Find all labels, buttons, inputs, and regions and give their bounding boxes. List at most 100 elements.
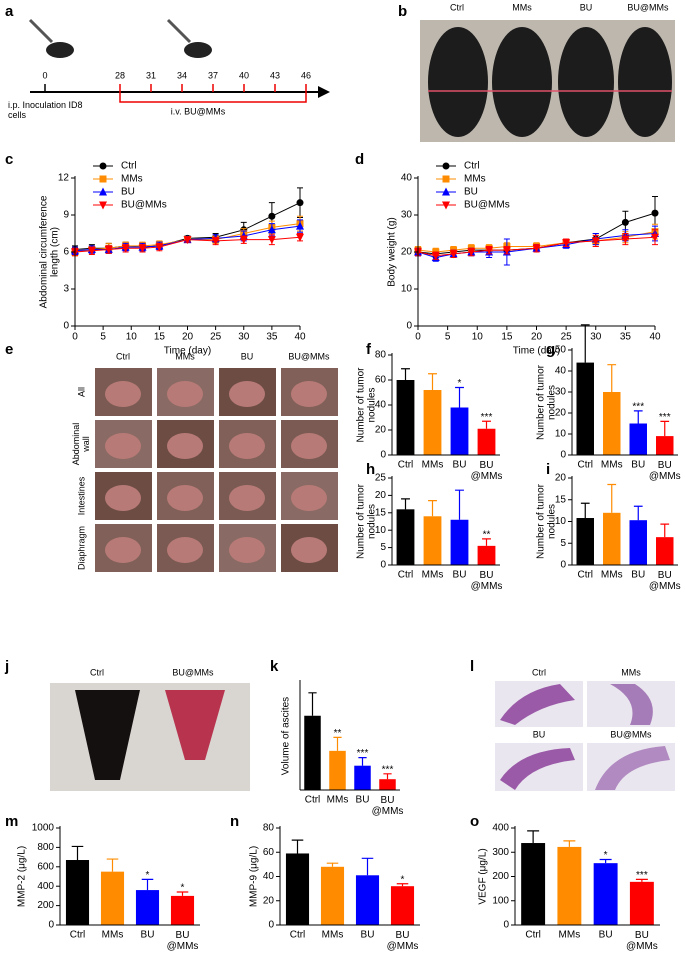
significance-label: ** (334, 728, 342, 739)
significance-label: ** (483, 530, 491, 541)
photo-grid: Ctrl MMs BU BU@MMs All Abdominalwall Intestine… (71, 351, 338, 572)
bar (521, 843, 546, 925)
x-tick-label: BU (141, 930, 155, 941)
y-tick-label: 15 (375, 507, 387, 518)
significance-label: *** (481, 412, 493, 423)
x-tick-label: BU (631, 460, 645, 471)
panel-letter: e (5, 341, 13, 358)
y-tick-label: 20 (263, 895, 275, 906)
x-tick-label: Ctrl (70, 930, 86, 941)
panel-letters: a b c d e f g h i j k l m n o (4, 3, 555, 830)
tissue (105, 381, 141, 407)
x-tick-label: Ctrl (398, 570, 414, 581)
panel-letter: i (546, 461, 550, 478)
y-tick-label: 80 (263, 823, 275, 834)
x-tick-label: MMs (422, 460, 444, 471)
bar (396, 509, 415, 565)
error-bar (428, 500, 437, 517)
data-point (562, 239, 571, 248)
data-point (87, 247, 96, 256)
error-bar (308, 692, 317, 716)
x-tick-label: MMs (601, 460, 623, 471)
photo-label: Ctrl (532, 667, 546, 677)
bar (355, 875, 380, 925)
panel-letter: h (366, 461, 375, 478)
x-tick-label: BU @MMs (649, 570, 681, 592)
photo-label: MMs (175, 351, 195, 361)
tissue (291, 433, 327, 459)
x-tick-label: 25 (210, 332, 222, 343)
y-axis-label: Number of tumornodules (355, 483, 377, 559)
x-tick-label: 30 (590, 332, 602, 343)
tube-photo (75, 690, 140, 780)
panel-letter: g (546, 341, 555, 358)
x-tick-label: 20 (531, 332, 543, 343)
mouse-icon (46, 42, 74, 58)
x-tick-label: MMs (327, 795, 349, 806)
mouse-photo (492, 27, 552, 137)
tissue (229, 537, 265, 563)
photo-label: BU (580, 2, 593, 12)
data-point (502, 246, 511, 255)
data-point (485, 246, 494, 255)
y-tick-label: 40 (555, 366, 567, 377)
legend-marker (99, 175, 107, 183)
tissue (610, 684, 653, 725)
x-tick-label: BU (631, 570, 645, 581)
error-bar (428, 373, 437, 390)
syringe-icon (166, 18, 192, 44)
data-point (449, 250, 458, 259)
bar (320, 866, 345, 925)
significance-label: * (146, 870, 150, 881)
bar (629, 520, 647, 565)
data-point (268, 212, 276, 220)
panel-letter: c (5, 151, 13, 168)
y-tick-label: 15 (555, 494, 567, 505)
y-tick-label: 20 (555, 408, 567, 419)
error-bar (176, 891, 189, 896)
y-tick-label: 20 (375, 490, 387, 501)
x-tick-label: Ctrl (525, 930, 541, 941)
error-bar (106, 858, 119, 872)
y-tick-label: 3 (63, 284, 69, 295)
bar (396, 380, 415, 455)
x-tick-label: BU (453, 570, 467, 581)
bar (65, 860, 90, 925)
day-label: 31 (146, 70, 156, 80)
y-tick-label: 600 (37, 861, 54, 872)
y-tick-label: 300 (492, 847, 509, 858)
bar (354, 765, 371, 790)
x-tick-label: 35 (620, 332, 632, 343)
row-label: Intestines (76, 476, 86, 515)
significance-label: *** (632, 402, 644, 413)
photo-label: MMs (512, 2, 532, 12)
significance-label: * (181, 883, 185, 894)
x-tick-label: 10 (472, 332, 484, 343)
y-tick-label: 0 (560, 560, 566, 571)
error-bar (607, 364, 617, 392)
x-tick-label: Ctrl (577, 460, 593, 471)
bar (593, 863, 618, 925)
legend-label: BU@MMs (464, 200, 510, 211)
x-axis-label: Time (day) (513, 346, 560, 357)
y-axis-label: Body weight (g) (387, 217, 398, 286)
x-tick-label: 35 (266, 332, 278, 343)
tissue (167, 485, 203, 511)
significance-label: *** (357, 748, 369, 759)
x-tick-label: MMs (422, 570, 444, 581)
tissue (167, 537, 203, 563)
y-tick-label: 200 (492, 871, 509, 882)
y-axis-label: VEGF (μg/L) (478, 848, 489, 904)
y-tick-label: 60 (263, 847, 275, 858)
error-bar (633, 505, 643, 521)
legend-marker (99, 201, 107, 210)
x-tick-label: BU @MMs (626, 930, 658, 952)
x-tick-label: 40 (649, 332, 661, 343)
data-point (431, 252, 440, 261)
x-tick-label: 0 (72, 332, 78, 343)
legend-label: MMs (464, 174, 486, 185)
tissue (500, 684, 575, 725)
y-tick-label: 9 (63, 210, 69, 221)
y-tick-label: 0 (406, 321, 412, 332)
row-label: All (76, 387, 86, 397)
